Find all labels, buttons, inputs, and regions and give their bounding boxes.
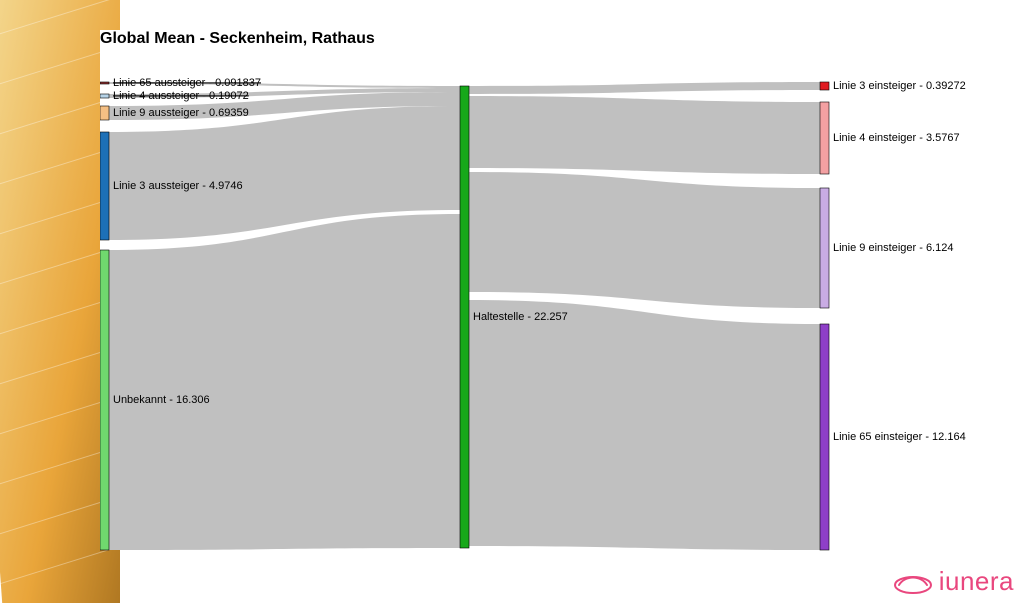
node-label: Linie 65 aussteiger - 0.091837 [113, 77, 261, 89]
sankey-node [820, 324, 829, 550]
node-label: Haltestelle - 22.257 [473, 311, 568, 323]
node-label: Unbekannt - 16.306 [113, 394, 210, 406]
sankey-node [460, 86, 469, 548]
node-label: Linie 4 einsteiger - 3.5767 [833, 132, 960, 144]
logo: iunera [891, 566, 1014, 597]
sankey-node [820, 82, 829, 90]
node-label: Linie 9 einsteiger - 6.124 [833, 242, 953, 254]
sankey-node [820, 102, 829, 174]
node-label: Linie 65 einsteiger - 12.164 [833, 431, 966, 443]
sankey-link [109, 214, 460, 550]
node-label: Linie 9 aussteiger - 0.69359 [113, 107, 249, 119]
sankey-link [469, 82, 820, 94]
sankey-node [100, 106, 109, 120]
sankey-link [469, 96, 820, 174]
sankey-link [469, 300, 820, 550]
node-label: Linie 4 aussteiger - 0.19072 [113, 90, 249, 102]
sankey-node [820, 188, 829, 308]
chart-container: Global Mean - Seckenheim, Rathaus Linie … [100, 30, 980, 550]
sankey-node [100, 94, 109, 98]
chart-title: Global Mean - Seckenheim, Rathaus [100, 30, 980, 48]
sankey-link [469, 172, 820, 308]
logo-text: iunera [939, 566, 1014, 597]
sankey-node [100, 132, 109, 240]
node-label: Linie 3 einsteiger - 0.39272 [833, 80, 966, 92]
logo-icon [891, 567, 935, 597]
node-label: Linie 3 aussteiger - 4.9746 [113, 180, 243, 192]
sankey-node [100, 250, 109, 550]
sankey-chart: Linie 65 aussteiger - 0.091837Linie 4 au… [100, 52, 980, 552]
sankey-node [100, 82, 109, 84]
page-root: Global Mean - Seckenheim, Rathaus Linie … [0, 0, 1024, 603]
